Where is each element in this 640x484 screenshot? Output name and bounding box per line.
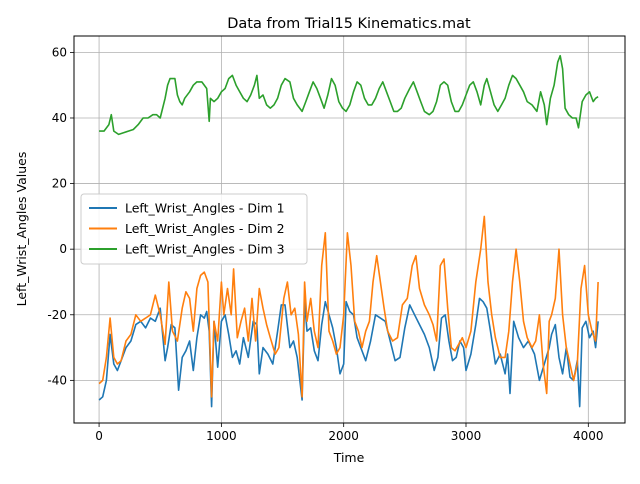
x-tick-label: 4000	[573, 429, 604, 443]
legend: Left_Wrist_Angles - Dim 1 Left_Wrist_Angl…	[80, 193, 308, 265]
series-line-dim-2	[98, 215, 599, 398]
x-tick-label: 1000	[206, 429, 237, 443]
y-tick-label: 0	[59, 242, 67, 256]
y-tick-label: -40	[47, 373, 67, 387]
y-axis-ticks: -40 -20 0 20 40 60	[47, 45, 74, 387]
series-line-dim-3	[99, 54, 599, 136]
legend-entry-label: Left_Wrist_Angles - Dim 3	[125, 242, 285, 257]
plot-frame	[73, 35, 626, 424]
x-axis-ticks: 0 1000 2000 3000 4000	[95, 423, 604, 443]
x-tick-label: 3000	[451, 429, 482, 443]
legend-box	[80, 193, 308, 265]
chart-title: Data from Trial15 Kinematics.mat	[227, 16, 471, 32]
x-axis-label: Time	[333, 450, 365, 465]
x-tick-label: 0	[95, 429, 103, 443]
y-axis-label: Left_Wrist_Angles Values	[14, 152, 29, 307]
series-layer	[98, 54, 599, 408]
y-tick-label: 60	[52, 45, 67, 59]
y-tick-label: -20	[47, 308, 67, 322]
y-tick-label: 20	[52, 177, 67, 191]
legend-entry-label: Left_Wrist_Angles - Dim 2	[125, 221, 285, 236]
series-line-dim-1	[98, 297, 599, 408]
x-tick-label: 2000	[328, 429, 359, 443]
y-tick-label: 40	[52, 111, 67, 125]
legend-entry-label: Left_Wrist_Angles - Dim 1	[125, 201, 285, 216]
